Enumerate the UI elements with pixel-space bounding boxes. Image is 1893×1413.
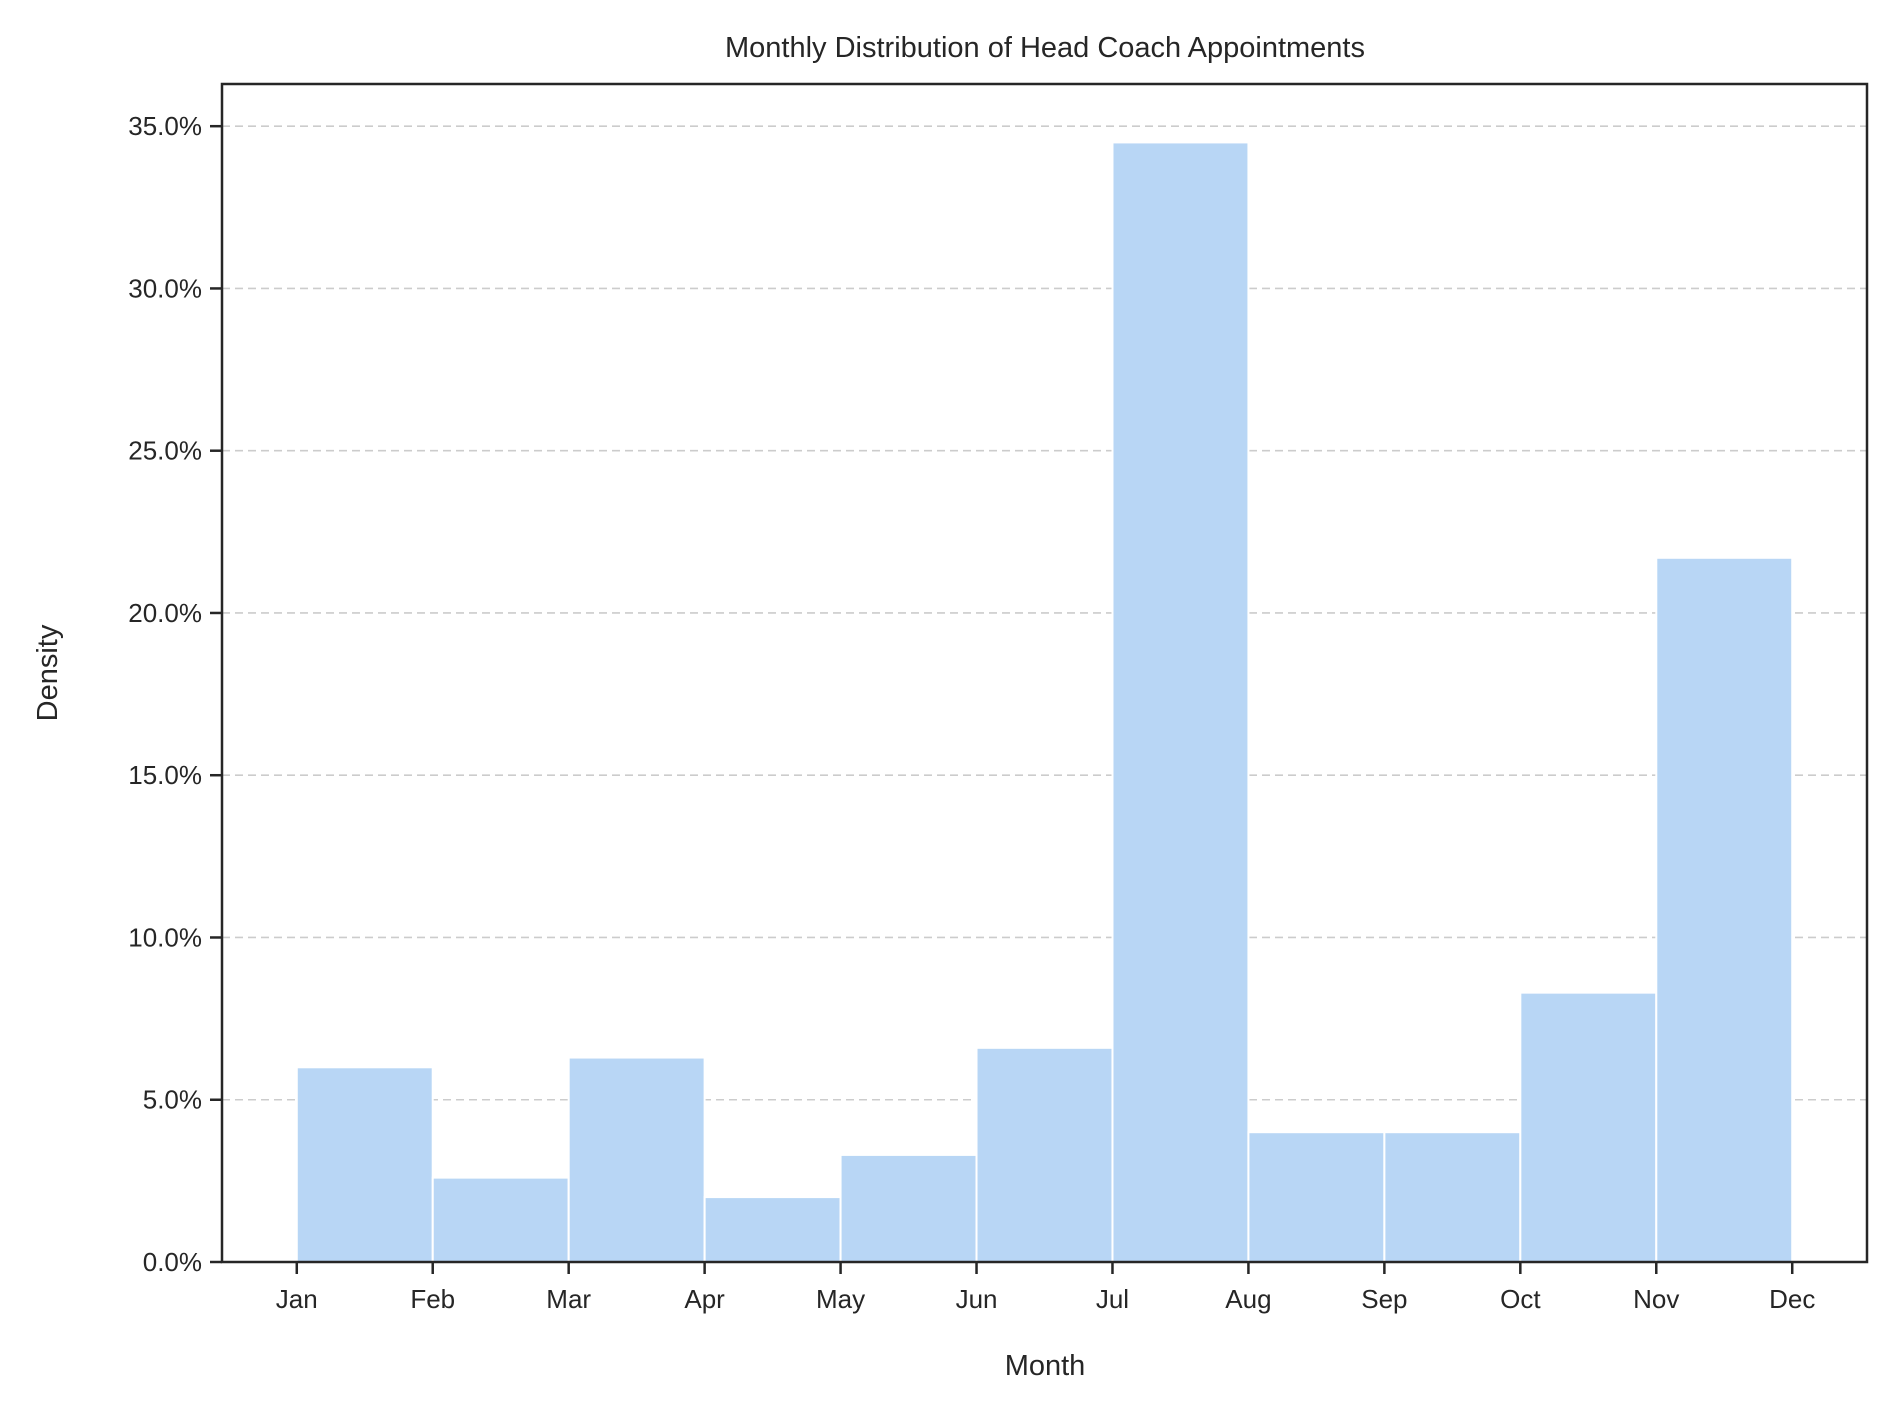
x-tick-label: Dec: [1769, 1284, 1815, 1314]
histogram-bar: [1383, 1131, 1522, 1264]
histogram-bar: [1655, 556, 1794, 1263]
x-tick-label: Nov: [1633, 1284, 1679, 1314]
x-axis-label: Month: [1005, 1350, 1086, 1382]
y-axis: 0.0% 5.0% 10.0% 15.0% 20.0% 25.0% 30.0% 35.0%: [128, 111, 222, 1277]
y-tick-label: 30.0%: [128, 273, 202, 303]
x-tick-label: Jan: [276, 1284, 318, 1314]
y-axis-label: Density: [32, 624, 64, 721]
x-tick-label: Sep: [1361, 1284, 1407, 1314]
x-tick-label: Oct: [1500, 1284, 1541, 1314]
x-tick-label: Jul: [1096, 1284, 1129, 1314]
chart-title: Monthly Distribution of Head Coach Appoi…: [725, 32, 1365, 64]
plot-frame: [220, 82, 1869, 1264]
y-tick-label: 5.0%: [143, 1085, 202, 1115]
x-tick-label: May: [816, 1284, 865, 1314]
histogram-bar: [975, 1046, 1114, 1264]
histogram-bar: [431, 1176, 570, 1264]
y-tick-label: 10.0%: [128, 922, 202, 952]
y-tick-label: 25.0%: [128, 436, 202, 466]
x-axis: Jan Feb Mar Apr May Jun Jul Aug Sep Oct Nov Dec: [276, 1262, 1815, 1314]
histogram-bar: [1247, 1131, 1386, 1264]
x-tick-label: Aug: [1225, 1284, 1271, 1314]
x-tick-label: Jun: [956, 1284, 998, 1314]
gridlines: [222, 125, 1867, 1101]
y-tick-label: 15.0%: [128, 760, 202, 790]
histogram-bar: [703, 1196, 842, 1264]
histogram-bar: [1111, 141, 1250, 1264]
y-tick-label: 0.0%: [143, 1247, 202, 1277]
histogram-bar: [295, 1066, 434, 1264]
y-tick-label: 35.0%: [128, 111, 202, 141]
x-tick-label: Feb: [410, 1284, 455, 1314]
histogram-bar: [839, 1153, 978, 1263]
y-tick-label: 20.0%: [128, 598, 202, 628]
x-tick-label: Mar: [546, 1284, 591, 1314]
bars: [295, 141, 1794, 1264]
histogram-bar: [1519, 991, 1658, 1263]
histogram-bar: [567, 1056, 706, 1263]
x-tick-label: Apr: [684, 1284, 725, 1314]
